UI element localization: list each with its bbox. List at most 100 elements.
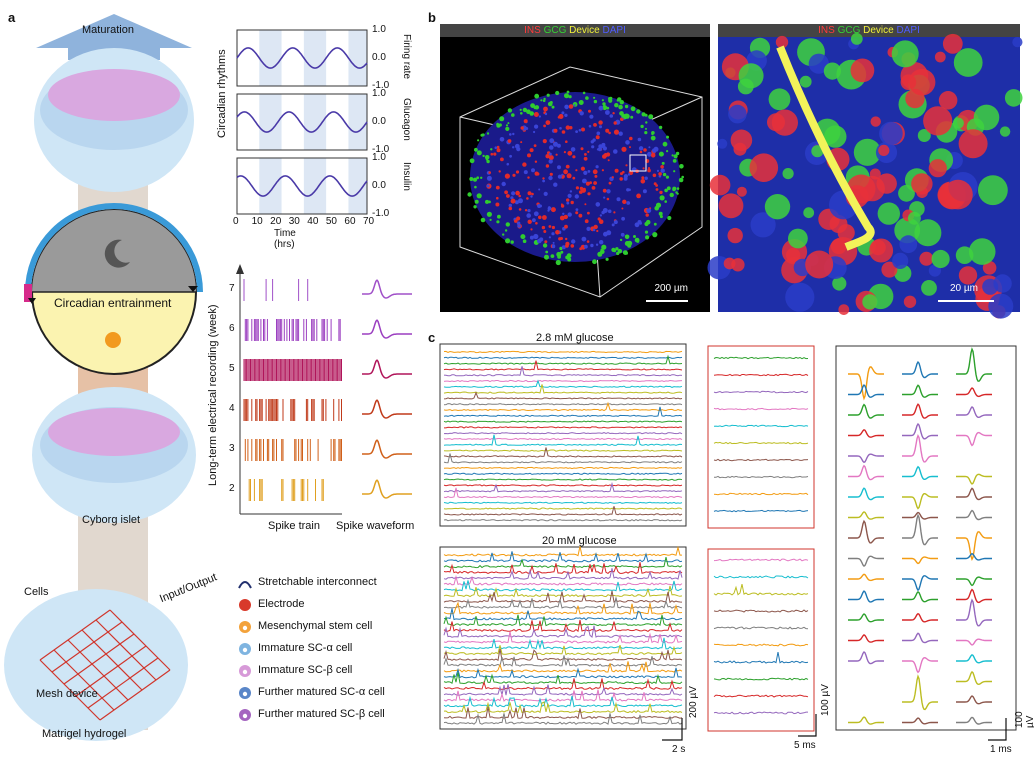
spike-shape: [902, 632, 938, 644]
cell-dot: [601, 169, 604, 172]
cell-dot: [645, 213, 649, 217]
cell-dot: [541, 225, 546, 230]
cell-blob: [982, 261, 997, 275]
cell-dot: [625, 164, 628, 167]
cell-dot: [593, 99, 598, 104]
cell-blob: [1012, 37, 1023, 48]
cell-dot: [658, 172, 662, 176]
cell-dot: [630, 106, 636, 112]
cell-dot: [472, 177, 478, 182]
cell-dot: [612, 112, 615, 115]
cell-dot: [587, 170, 591, 173]
cell-dot: [605, 110, 610, 115]
islet-zoom-render: [707, 33, 1023, 319]
cell-dot: [608, 131, 611, 135]
cell-dot: [511, 191, 516, 196]
cell-dot: [504, 173, 510, 179]
cell-dot: [507, 139, 512, 143]
cell-dot: [476, 150, 482, 156]
rhythm-tick: -1.0: [372, 144, 390, 155]
cell-dot: [650, 153, 656, 158]
cell-dot: [596, 131, 601, 136]
spike-shape: [902, 556, 938, 565]
cell-dot: [622, 199, 627, 204]
trace-high: [443, 590, 683, 604]
cell-blob: [914, 219, 942, 247]
cell-dot: [647, 168, 651, 173]
cell-dot: [656, 169, 660, 172]
legend-label: Immature SC-α cell: [258, 642, 353, 654]
spike-shape: [956, 406, 992, 418]
week-row-7: [243, 279, 412, 301]
spike-shape: [848, 716, 884, 725]
cell-dot: [545, 154, 550, 159]
cell-dot: [658, 211, 663, 216]
cell-dot: [587, 192, 591, 196]
cell-dot: [538, 215, 542, 220]
cell-dot: [544, 254, 549, 260]
trace-low: [443, 384, 683, 394]
cell-blob: [968, 238, 996, 265]
scale-bar-right-lines: [988, 718, 1007, 741]
cell-dot: [672, 159, 677, 163]
cell-dot: [522, 107, 528, 113]
cell-dot: [533, 144, 537, 147]
cell-dot: [505, 238, 511, 244]
cell-blob: [838, 304, 850, 315]
cell-dot: [561, 130, 566, 134]
rhythm-tick: 0.0: [372, 52, 386, 63]
cell-dot: [653, 222, 657, 226]
panel-letter-a: a: [8, 10, 16, 25]
cell-dot: [606, 230, 612, 236]
cell-dot: [542, 215, 547, 220]
cell-dot: [602, 146, 607, 151]
cell-blob: [958, 129, 988, 159]
cell-blob: [870, 116, 881, 127]
cell-dot: [568, 104, 574, 109]
zoom-box: [629, 154, 647, 172]
cell-dot: [529, 148, 534, 153]
cell-blob: [808, 53, 829, 74]
cell-dot: [520, 234, 526, 240]
spike-shape: [848, 634, 884, 643]
cell-blob: [850, 58, 875, 83]
cell-dot: [531, 192, 534, 196]
cell-dot: [520, 126, 524, 130]
cell-dot: [565, 125, 570, 130]
cell-dot: [522, 239, 527, 243]
cell-dot: [644, 131, 648, 135]
cell-blob: [934, 51, 946, 63]
cell-dot: [652, 148, 657, 153]
cell-dot: [598, 120, 603, 125]
time-tick: 0: [233, 216, 239, 227]
cells-label: Cells: [24, 586, 49, 598]
scale-bar-line-left: [646, 300, 688, 302]
cell-dot: [533, 105, 537, 110]
time-tick: 20: [270, 216, 282, 227]
cell-dot: [575, 130, 578, 133]
cell-blob: [727, 227, 743, 244]
cell-blob: [958, 266, 978, 285]
cell-dot: [490, 148, 493, 151]
cell-blob: [853, 138, 881, 166]
cell-dot: [669, 192, 674, 198]
cell-dot: [473, 205, 477, 209]
cell-dot: [551, 232, 555, 236]
legend-item: Immature SC-α cell: [238, 642, 428, 656]
cell-blob: [736, 186, 747, 197]
cell-dot: [587, 211, 590, 215]
cell-dot: [488, 171, 491, 174]
spike-shape: [956, 347, 992, 382]
trace-high: [443, 556, 683, 569]
cell-dot: [565, 164, 570, 169]
spike-shape: [902, 360, 938, 379]
spike-shape: [956, 487, 992, 501]
cell-dot: [581, 127, 585, 132]
cell-dot: [676, 187, 680, 190]
spike-shape: [848, 464, 884, 481]
cell-dot: [659, 190, 663, 195]
cell-dot: [619, 238, 623, 242]
trace-low: [443, 506, 683, 516]
cell-dot: [532, 218, 536, 223]
cell-dot: [516, 147, 521, 152]
